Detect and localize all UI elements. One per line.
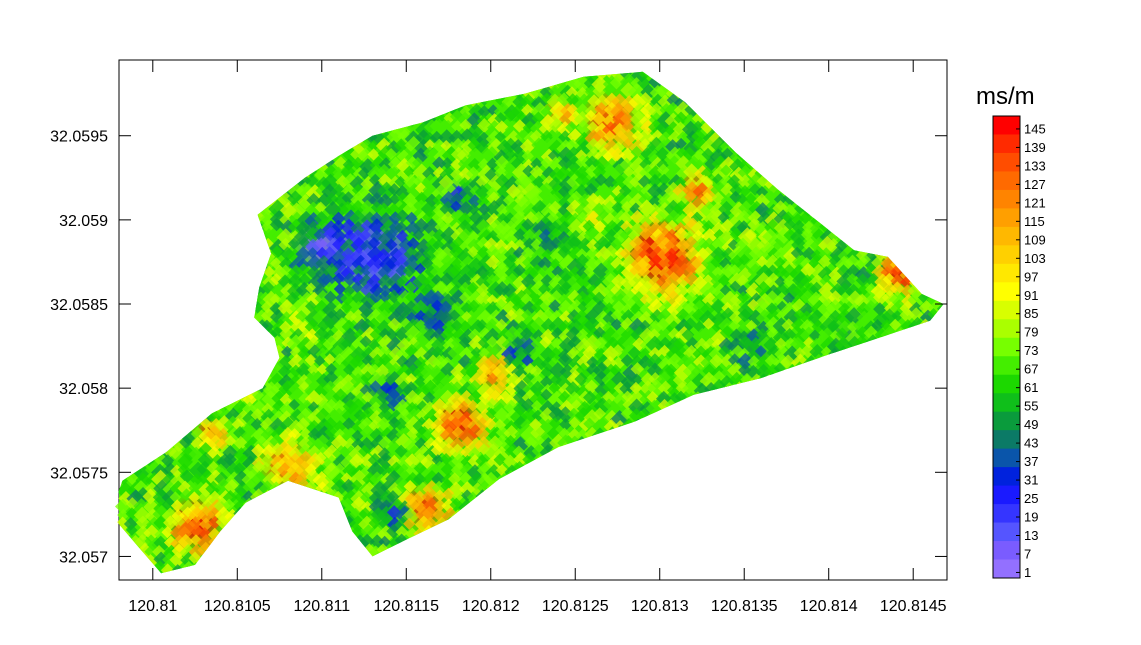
map-cell bbox=[367, 148, 380, 161]
map-cell bbox=[729, 183, 743, 197]
map-cell bbox=[737, 164, 754, 181]
map-cell bbox=[305, 174, 319, 188]
map-cell bbox=[691, 120, 705, 133]
map-cell bbox=[450, 158, 464, 171]
map-cell bbox=[494, 155, 510, 170]
map-cell bbox=[441, 157, 454, 170]
map-cell bbox=[332, 166, 345, 179]
map-cell bbox=[414, 191, 429, 206]
map-cell bbox=[648, 173, 662, 188]
map-cell bbox=[325, 192, 339, 206]
map-cell bbox=[457, 156, 473, 172]
map-cell bbox=[403, 165, 416, 178]
map-cell bbox=[603, 130, 616, 143]
map-cell bbox=[578, 93, 591, 106]
map-cell bbox=[450, 137, 466, 153]
map-cell bbox=[306, 193, 321, 208]
map-cell bbox=[512, 119, 527, 134]
map-cell bbox=[647, 183, 663, 199]
map-cell bbox=[459, 118, 473, 132]
map-cell bbox=[612, 163, 626, 177]
map-cell bbox=[603, 175, 618, 190]
map-cell bbox=[494, 120, 509, 135]
map-cell bbox=[575, 154, 591, 170]
map-cell bbox=[584, 155, 600, 171]
map-cell bbox=[385, 147, 398, 160]
map-cell bbox=[576, 120, 592, 136]
map-cell bbox=[367, 139, 380, 152]
map-cell bbox=[458, 177, 471, 189]
map-cell bbox=[358, 166, 371, 180]
map-cell bbox=[477, 105, 491, 119]
map-cell bbox=[519, 93, 537, 111]
map-cell bbox=[486, 157, 499, 170]
map-cell bbox=[575, 172, 590, 188]
map-cell bbox=[548, 84, 562, 98]
map-cell bbox=[655, 146, 670, 162]
map-cell bbox=[360, 138, 373, 152]
map-cell bbox=[476, 118, 492, 134]
map-cell bbox=[683, 163, 701, 181]
map-cell bbox=[467, 147, 485, 165]
map-cell bbox=[475, 175, 489, 188]
map-cell bbox=[324, 164, 338, 179]
map-cell bbox=[720, 164, 732, 177]
map-cell bbox=[357, 147, 374, 164]
map-cell bbox=[423, 145, 437, 160]
map-cell bbox=[621, 120, 635, 133]
map-cell bbox=[451, 120, 465, 133]
map-cell bbox=[755, 186, 769, 199]
map-cell bbox=[532, 175, 546, 189]
map-cell bbox=[521, 149, 535, 163]
map-cell bbox=[658, 173, 671, 186]
map-cell bbox=[666, 155, 683, 172]
map-cell bbox=[474, 184, 491, 200]
map-cell bbox=[494, 112, 508, 125]
map-cell bbox=[424, 139, 436, 151]
map-cell bbox=[648, 102, 665, 120]
map-cell bbox=[609, 76, 624, 90]
